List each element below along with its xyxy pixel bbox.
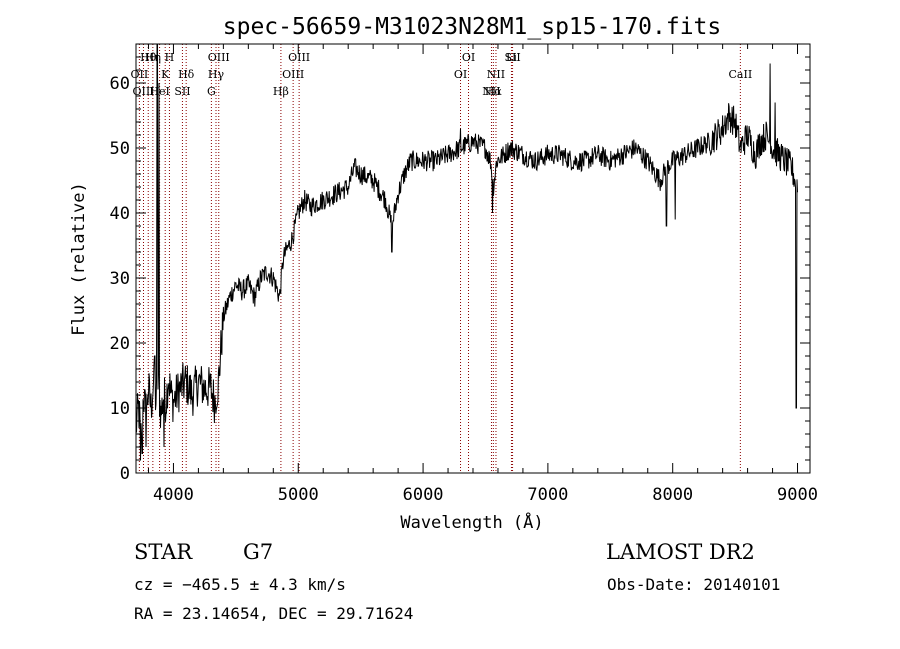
spectral-line-label: OIII	[208, 51, 230, 64]
x-tick-label: 7000	[527, 485, 568, 505]
spectral-line-label: OIII	[132, 85, 154, 98]
spectral-line-label: OIII	[288, 51, 310, 64]
chart-title: spec-56659-M31023N28M1_sp15-170.fits	[223, 14, 722, 40]
spectral-line-label: HeI	[149, 85, 169, 98]
spectral-line-label: Hγ	[208, 68, 225, 81]
spectral-line-label: Li	[506, 51, 517, 64]
x-axis-label: Wavelength (Å)	[400, 511, 543, 533]
spectral-line-label: NII	[482, 85, 500, 98]
y-tick-label: 20	[110, 334, 130, 354]
spectral-line-label: Hα	[485, 85, 503, 98]
spectral-line-label: Hδ	[178, 68, 195, 81]
spectral-line-label: Hβ	[273, 85, 289, 98]
coordinates-text: RA = 23.14654, DEC = 29.71624	[134, 604, 413, 623]
spectral-line-label: SII	[174, 85, 190, 98]
spectral-line-label: NII	[487, 68, 505, 81]
x-tick-label: 6000	[403, 485, 444, 505]
y-tick-label: 0	[120, 464, 130, 484]
y-tick-label: 30	[110, 269, 130, 289]
y-tick-label: 50	[110, 139, 130, 159]
redshift-text: cz = −465.5 ± 4.3 km/s	[134, 575, 346, 594]
y-tick-label: 40	[110, 204, 130, 224]
spectral-line-label: OI	[462, 51, 475, 64]
obs-date-text: Obs-Date: 20140101	[607, 575, 780, 594]
x-tick-label: 5000	[278, 485, 319, 505]
spectral-line-label: OI	[454, 68, 467, 81]
x-tick-label: 8000	[652, 485, 693, 505]
spectral-line-markers	[138, 44, 741, 473]
spectral-line-label: Hθ	[140, 51, 157, 64]
y-axis-label: Flux (relative)	[69, 182, 89, 336]
spectral-line-label: CaII	[729, 68, 753, 81]
spectral-line-label: H	[165, 51, 175, 64]
object-subclass: G7	[243, 540, 273, 564]
x-axis-ticks: 4000 5000 6000 7000 8000 9000	[147, 44, 818, 505]
y-tick-label: 10	[110, 399, 130, 419]
spectral-line-label: SII	[504, 51, 520, 64]
spectral-line-label: K	[161, 68, 170, 81]
spectral-line-label: G	[207, 85, 216, 98]
y-axis-ticks: 0 10 20 30 40 50 60	[110, 56, 810, 484]
spectral-line-label: Hη	[145, 51, 161, 64]
survey-name: LAMOST DR2	[606, 540, 755, 564]
spectral-line-label: OIII	[282, 68, 304, 81]
spectrum-line	[135, 43, 798, 461]
x-tick-label: 9000	[777, 485, 818, 505]
spectral-line-label: OII	[131, 68, 149, 81]
object-class: STAR	[134, 540, 193, 564]
x-tick-label: 4000	[153, 485, 194, 505]
y-tick-label: 60	[110, 74, 130, 94]
spectral-line-labels: Hθ OII OIII HηK HeI HHδ SII OIII Hγ G OIII OIII Hβ OI…	[131, 51, 753, 98]
plot-frame	[135, 43, 811, 474]
